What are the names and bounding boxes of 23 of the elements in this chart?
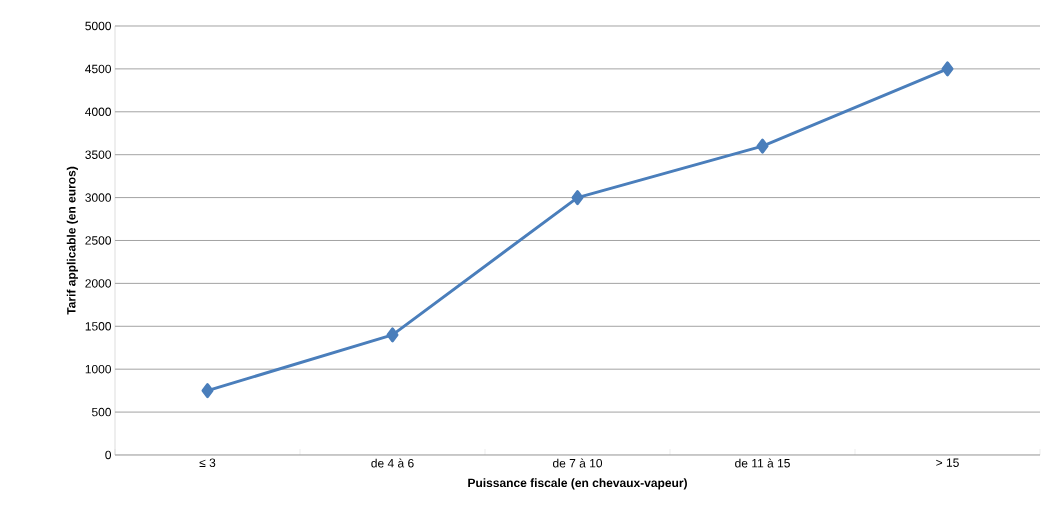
x-tick-label: de 7 à 10 — [552, 458, 603, 468]
y-tick-label: 0 — [105, 450, 112, 460]
y-axis-title: Tarif applicable (en euros) — [66, 166, 78, 315]
y-tick-label: 2500 — [85, 236, 112, 245]
point — [386, 327, 399, 343]
point — [201, 383, 214, 399]
y-tick-label: 5000 — [85, 21, 112, 31]
y-tick-label: 4000 — [85, 107, 112, 117]
y-tick-label: 4500 — [85, 64, 112, 74]
point — [571, 190, 584, 206]
x-tick-label: > 15 — [936, 458, 959, 467]
point — [941, 61, 954, 77]
x-tick-label: ≤ 3 — [199, 458, 216, 468]
y-tick-label: 1500 — [85, 322, 112, 331]
x-tick-label: de 4 à 6 — [371, 458, 414, 468]
y-tick-label: 500 — [91, 407, 112, 417]
y-tick-label: 1000 — [85, 364, 112, 374]
y-tick-label: 2000 — [85, 279, 112, 288]
x-axis-title: Puissance fiscale (en chevaux-vapeur) — [468, 478, 687, 490]
y-tick-label: 3000 — [85, 193, 112, 202]
y-tick-label: 3500 — [85, 150, 112, 159]
x-tick-label: de 11 à 15 — [735, 458, 790, 468]
point — [756, 138, 769, 154]
